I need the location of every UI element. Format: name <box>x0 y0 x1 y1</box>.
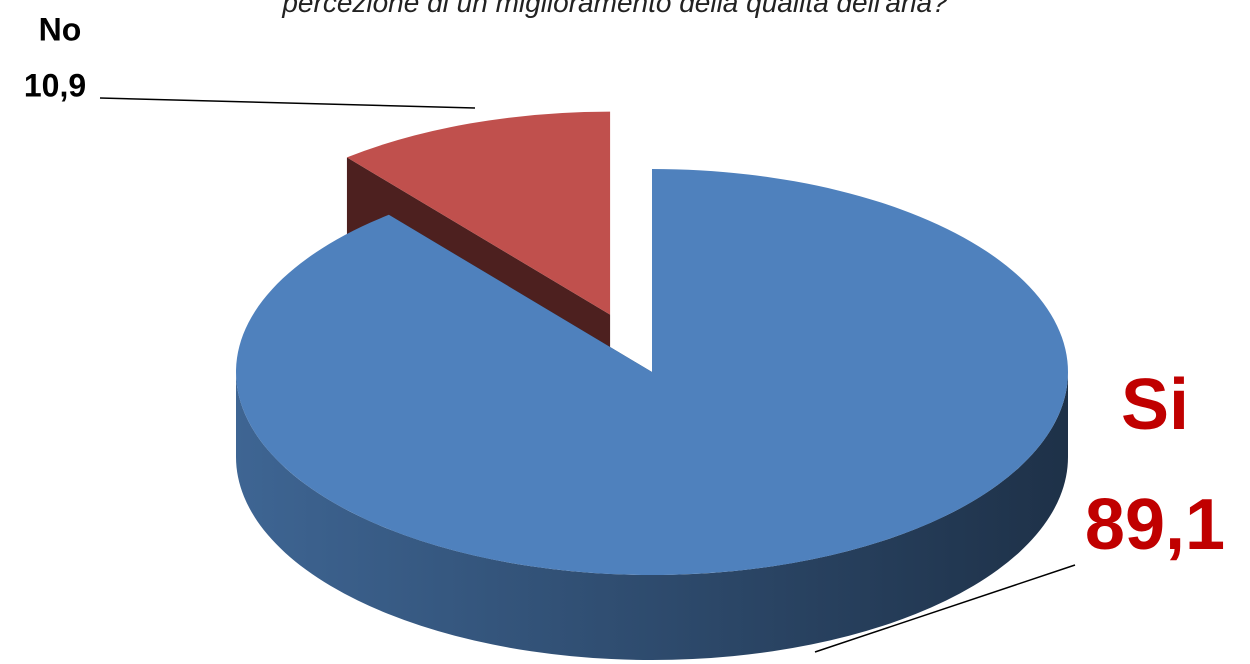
slice <box>236 169 1069 660</box>
leader-line <box>99 97 476 109</box>
category-label: Si <box>1121 365 1189 445</box>
chart-title: percezione di un miglioramento della qua… <box>281 0 948 18</box>
category-label: No <box>39 11 82 47</box>
pie-slice <box>346 111 611 315</box>
pie-slice <box>236 169 1069 575</box>
value-label: 10,9 <box>24 67 86 103</box>
leader-line <box>814 564 1076 653</box>
slice-wall <box>236 372 1068 660</box>
value-label: 89,1 <box>1085 485 1225 565</box>
